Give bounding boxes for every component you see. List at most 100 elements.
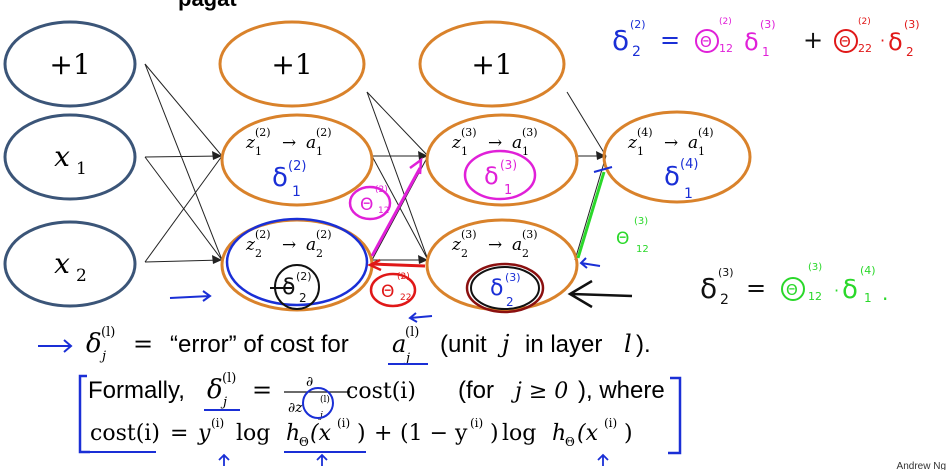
delta-handwritten: δ (4) 1 <box>664 157 698 202</box>
theta-sup: (3) <box>634 216 648 227</box>
node-activation: z 1 (3) → a 1 (3) <box>451 126 538 158</box>
l-symbol: l <box>624 330 632 358</box>
delta-handwritten: δ (3) 2 <box>490 271 521 309</box>
arrowhead <box>212 255 222 264</box>
magenta-arrow <box>409 157 423 175</box>
delta-handwritten: δ (2) 1 <box>272 159 306 200</box>
log-text: log <box>236 421 270 446</box>
a-symbol: a <box>306 133 316 153</box>
darkred-circle-annotation <box>465 262 545 314</box>
eq-t2-sub: 22 <box>858 42 872 55</box>
eq-t2-dot: · <box>880 31 885 50</box>
edge <box>366 91 429 261</box>
layer-text: in layer <box>525 331 602 358</box>
definition-line: δ (l) j = “error” of cost for a (l) j (u… <box>38 325 651 366</box>
magenta-edge-highlight <box>370 167 422 257</box>
partial-numerator: ∂ <box>306 374 313 390</box>
z-sup: (3) <box>461 126 477 139</box>
delta-sup: (l) <box>222 371 236 386</box>
arrowhead <box>596 151 606 160</box>
delta-sup: (3) <box>500 158 517 172</box>
edge <box>566 91 607 157</box>
delta-symbol: δ <box>86 329 102 359</box>
a-symbol: a <box>512 133 522 153</box>
z-symbol: z <box>245 235 256 255</box>
edge <box>366 91 429 157</box>
output-node <box>602 110 752 204</box>
x-symbol-2: (x <box>577 421 599 446</box>
blue-arrow <box>408 312 433 323</box>
bias-node <box>418 20 566 108</box>
input-node-x2 <box>3 220 137 308</box>
edge <box>574 155 607 261</box>
x-sup-2: (i) <box>604 416 617 430</box>
magenta-theta-circle <box>695 29 719 53</box>
green-theta-circle <box>781 277 805 301</box>
node-subscript: 2 <box>76 266 87 286</box>
delta-sub: j <box>220 395 227 410</box>
delta-sub: 1 <box>684 186 693 202</box>
x-sup: (i) <box>337 416 350 430</box>
a-sup: (2) <box>316 228 332 241</box>
ink-annotations: Θ (2) 12 Θ (2) 22 Θ (3) 12 <box>169 157 649 323</box>
node-activation: z 2 (3) → a 2 (3) <box>451 228 538 260</box>
y-symbol: y <box>197 421 211 446</box>
dz-sup: (l) <box>320 394 330 405</box>
z-symbol: z <box>451 235 462 255</box>
eq-t1-delta: δ <box>744 28 759 56</box>
theta-label: Θ (2) 22 <box>381 272 411 303</box>
unit-text: (unit <box>440 331 487 358</box>
eq-lhs: δ <box>700 272 717 305</box>
edge <box>144 63 223 261</box>
a-sub: 2 <box>316 247 323 260</box>
a-sub: 1 <box>698 145 705 158</box>
delta-sub: 1 <box>504 183 512 198</box>
footer-credit: Andrew Ng <box>897 461 946 470</box>
eq-t2-dsub: 2 <box>906 45 914 59</box>
delta-sup: (2) <box>296 270 312 283</box>
eq-t2-delta: δ <box>888 28 903 56</box>
cost-function-line: cost(i) = y (i) log h Θ (x (i) ) + (1 − … <box>90 416 633 453</box>
blue-up-arrows <box>218 453 609 466</box>
z-sup: (2) <box>255 228 271 241</box>
z-sub: 2 <box>255 247 262 260</box>
theta-label: Θ (3) 12 <box>616 216 649 255</box>
up-arrow <box>597 453 609 466</box>
eq-t: Θ <box>786 281 798 299</box>
delta-sup: (3) <box>505 271 521 284</box>
eq-lhs: δ <box>612 24 629 57</box>
h-sub: Θ <box>299 435 309 449</box>
a-sub: j <box>403 351 410 366</box>
theta-sup: (2) <box>375 185 388 195</box>
x-close: ) <box>357 421 366 446</box>
delta-sub: j <box>99 349 106 364</box>
node-subscript: 1 <box>76 159 87 179</box>
red-theta-circle <box>834 29 858 53</box>
node-activation: z 1 (2) → a 1 (2) <box>245 126 332 158</box>
a-sub: 1 <box>316 145 323 158</box>
eq-lhs-sub: 2 <box>720 292 729 308</box>
z-sub: 1 <box>637 145 644 158</box>
eq-t-sub: 12 <box>808 290 822 303</box>
theta-sup: (2) <box>397 272 410 282</box>
edge <box>144 155 223 263</box>
x-close-2: ) <box>624 421 633 446</box>
delta-handwritten: δ (3) 1 <box>484 158 517 198</box>
h-symbol-2: h <box>552 421 566 446</box>
delta-sup: (2) <box>288 159 306 174</box>
black-pointer-arrow <box>567 279 633 309</box>
top-right-equation: δ (2) 2 = Θ (2) 12 δ (3) 1 + Θ (2) 22 · … <box>612 17 920 60</box>
dz-sub: j <box>318 411 323 421</box>
eq-plus: + <box>803 26 823 54</box>
one-y-sup: (i) <box>470 416 483 430</box>
a-sup: (3) <box>522 228 538 241</box>
z-sub: 1 <box>461 145 468 158</box>
blue-arrow <box>38 339 73 353</box>
layer-3: +1 z 1 (3) → a 1 (3) δ (3) 1 z 2 (3) → a… <box>418 20 579 314</box>
node-label: x <box>54 140 70 173</box>
arrow-symbol: → <box>488 133 502 153</box>
eq-delta-sup: (4) <box>860 264 876 277</box>
up-arrow <box>218 453 230 466</box>
node-activation: z 2 (2) → a 2 (2) <box>245 228 332 260</box>
delta-symbol: δ <box>490 276 503 301</box>
